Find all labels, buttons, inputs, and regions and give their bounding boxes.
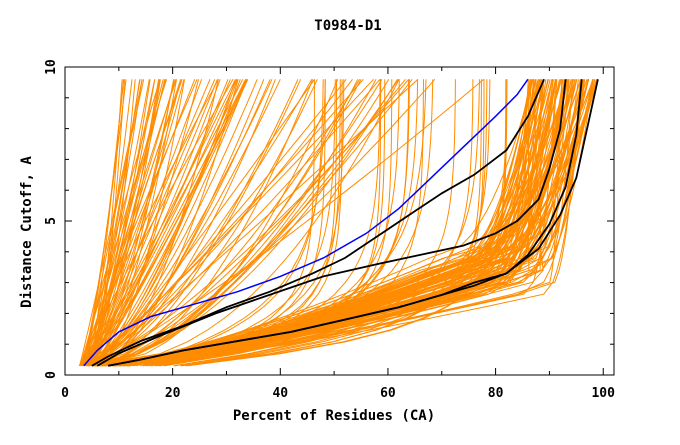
y-axis-label: Distance Cutoff, A	[19, 156, 35, 308]
x-tick-label: 100	[591, 386, 615, 401]
model-curve	[145, 79, 315, 367]
x-tick-label: 0	[61, 386, 69, 401]
model-curve	[84, 79, 196, 366]
model-curve	[78, 79, 221, 367]
model-curve	[81, 79, 219, 366]
model-curve	[92, 79, 203, 366]
model-curve	[115, 79, 567, 367]
model-curve	[89, 79, 248, 367]
model-curve	[136, 79, 336, 367]
model-curve	[88, 79, 241, 367]
model-curve	[96, 79, 361, 367]
model-curve	[99, 79, 583, 367]
model-curve	[98, 79, 594, 367]
model-curve	[134, 79, 324, 367]
model-curve	[85, 79, 299, 367]
model-curve	[123, 79, 531, 367]
model-curve	[80, 79, 238, 367]
model-curve	[95, 79, 545, 367]
y-tick-label: 10	[44, 59, 59, 75]
model-curve	[101, 79, 271, 367]
model-curve	[81, 79, 150, 367]
x-tick-label: 40	[272, 386, 288, 401]
x-tick-label: 80	[488, 386, 504, 401]
model-curve	[123, 79, 556, 367]
model-curve	[92, 79, 597, 367]
reference-series-line-2	[96, 79, 567, 367]
model-curve	[119, 79, 544, 367]
model-curve	[127, 79, 545, 367]
x-tick-label: 60	[380, 386, 396, 401]
model-curve	[113, 79, 594, 367]
model-curve	[81, 79, 244, 367]
model-curve	[83, 78, 374, 367]
model-curve	[150, 79, 337, 367]
model-curve	[88, 79, 199, 367]
x-tick-label: 20	[165, 386, 181, 401]
model-curve	[87, 79, 377, 367]
model-curve	[84, 79, 390, 367]
model-curve	[101, 79, 383, 367]
model-curve	[102, 79, 542, 367]
reference-series-line-1	[91, 78, 545, 367]
model-curve	[186, 79, 482, 367]
model-curve	[85, 79, 145, 366]
model-curve	[89, 78, 485, 367]
model-curve	[84, 78, 410, 367]
reference-series-line-4	[107, 79, 599, 367]
model-curve	[82, 79, 185, 367]
model-curve	[86, 78, 364, 367]
model-curve	[86, 79, 400, 367]
model-curve	[85, 79, 276, 367]
model-curve	[100, 79, 399, 367]
model-curve	[80, 79, 247, 367]
x-axis-label: Percent of Residues (CA)	[233, 408, 435, 424]
model-curve	[107, 79, 535, 367]
y-tick-label: 0	[44, 371, 59, 379]
model-curve	[96, 79, 314, 367]
series-layer	[83, 78, 599, 367]
model-curve	[97, 79, 315, 367]
highlight-series-line	[83, 78, 529, 367]
model-curve	[80, 79, 125, 366]
model-curve	[82, 79, 133, 367]
model-curve	[91, 78, 381, 367]
model-curve	[88, 79, 229, 367]
model-curve	[112, 79, 549, 367]
model-curve	[150, 79, 326, 367]
model-curve	[109, 79, 568, 367]
model-curve	[116, 79, 584, 367]
ticks-layer: 0 20 40 60 80 100 0 5 10	[44, 59, 615, 401]
y-tick-label: 5	[44, 217, 59, 225]
model-curve	[80, 79, 182, 367]
model-curve	[85, 79, 151, 367]
model-curve	[85, 79, 258, 367]
model-curve	[88, 79, 177, 366]
chart-title: T0984-D1	[314, 18, 381, 34]
model-curve	[103, 79, 534, 367]
model-curve	[79, 79, 143, 366]
model-curve	[113, 79, 574, 367]
model-curve	[80, 79, 161, 367]
